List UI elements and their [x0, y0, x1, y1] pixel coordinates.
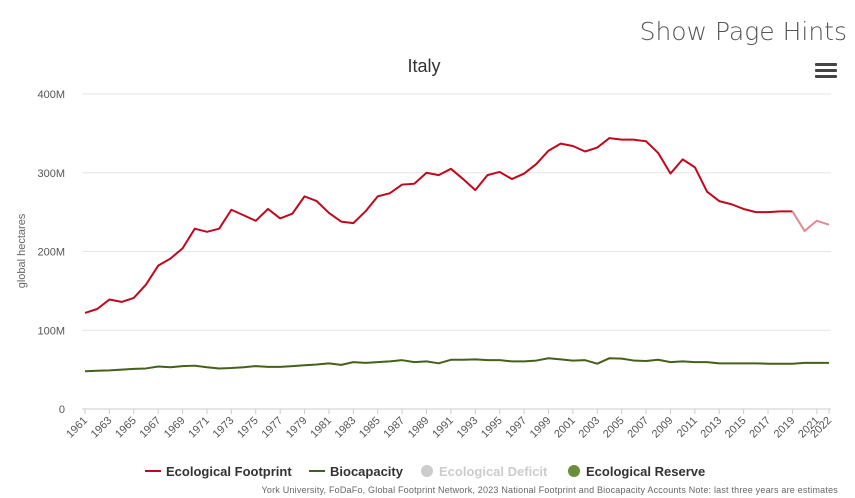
series-line-biocapacity[interactable] — [84, 357, 829, 373]
x-tick-label: 1963 — [89, 415, 115, 441]
menu-bar — [815, 63, 837, 66]
legend: Ecological Footprint Biocapacity Ecologi… — [0, 461, 855, 481]
series-line-ecological-footprint[interactable] — [84, 137, 793, 314]
x-tick-label: 2017 — [747, 415, 773, 441]
menu-bar — [815, 75, 837, 78]
x-tick-label: 2013 — [699, 415, 725, 441]
x-tick-label: 1973 — [211, 415, 237, 441]
x-tick-label: 1967 — [138, 415, 164, 441]
x-tick-label: 2015 — [723, 415, 749, 441]
x-tick-label: 2019 — [772, 415, 798, 441]
x-tick-label: 1965 — [113, 415, 139, 441]
x-tick-label: 1961 — [64, 415, 90, 441]
x-tick-label: 1975 — [235, 415, 261, 441]
series-group — [84, 137, 830, 373]
chart-title: Italy — [407, 56, 440, 76]
x-axis-ticks: 1961196319651967196919711973197519771979… — [64, 409, 834, 440]
x-tick-label: 2007 — [625, 415, 651, 441]
grid — [82, 93, 831, 410]
x-tick-label: 1985 — [357, 415, 383, 441]
show-page-hints-link[interactable]: Show Page Hints — [639, 17, 847, 46]
legend-line-icon — [145, 470, 161, 472]
x-tick-label: 2005 — [601, 415, 627, 441]
x-tick-label: 1999 — [528, 415, 554, 441]
legend-item-ecological-reserve[interactable]: Ecological Reserve — [568, 461, 705, 481]
legend-dot-icon — [421, 465, 433, 477]
legend-label: Ecological Footprint — [166, 463, 292, 479]
chart: Italy global hectares 0100M200M300M400M … — [16, 56, 834, 440]
y-axis-label: global hectares — [16, 213, 28, 288]
x-tick-label: 1977 — [259, 415, 285, 441]
x-tick-label: 1987 — [381, 415, 407, 441]
x-tick-label: 1997 — [503, 415, 529, 441]
y-axis-ticks: 0 100M 200M 300M 400M — [37, 89, 65, 416]
hamburger-menu-icon[interactable] — [815, 60, 837, 80]
credits: York University, FoDaFo, Global Footprin… — [261, 485, 838, 495]
legend-item-biocapacity[interactable]: Biocapacity — [309, 461, 403, 481]
x-tick-label: 2009 — [650, 415, 676, 441]
legend-item-ecological-footprint[interactable]: Ecological Footprint — [145, 461, 292, 481]
legend-label: Biocapacity — [330, 463, 403, 479]
x-tick-label: 2003 — [577, 415, 603, 441]
x-tick-label: 2011 — [675, 415, 700, 440]
x-tick-label: 1979 — [284, 415, 310, 441]
y-tick-label: 300M — [37, 168, 65, 180]
legend-dot-icon — [568, 465, 580, 477]
x-tick-label: 2001 — [552, 415, 578, 441]
legend-label: Ecological Reserve — [586, 463, 706, 479]
x-tick-label: 1989 — [406, 415, 432, 441]
legend-label: Ecological Deficit — [439, 463, 548, 479]
legend-line-icon — [309, 470, 325, 472]
x-tick-label: 1971 — [186, 415, 212, 441]
menu-bar — [815, 69, 837, 72]
x-tick-label: 1983 — [333, 415, 359, 441]
y-tick-label: 100M — [37, 325, 65, 337]
y-tick-label: 400M — [37, 89, 65, 101]
y-tick-label: 0 — [59, 404, 65, 416]
x-tick-label: 1995 — [479, 415, 505, 441]
x-tick-label: 1969 — [162, 415, 188, 441]
x-tick-label: 1991 — [430, 415, 456, 441]
x-tick-label: 1993 — [455, 415, 481, 441]
x-tick-label: 1981 — [308, 415, 334, 441]
y-tick-label: 200M — [37, 247, 65, 259]
series-line-ecological-footprint-estimate[interactable] — [791, 210, 830, 233]
legend-item-ecological-deficit[interactable]: Ecological Deficit — [421, 461, 547, 481]
